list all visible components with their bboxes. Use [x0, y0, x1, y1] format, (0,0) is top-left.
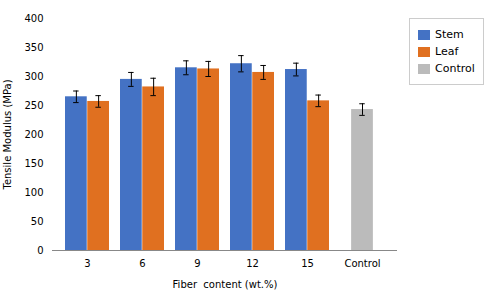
- svg-text:250: 250: [24, 100, 43, 111]
- svg-text:350: 350: [24, 42, 43, 53]
- svg-text:200: 200: [24, 129, 43, 140]
- svg-text:6: 6: [139, 258, 145, 269]
- svg-text:9: 9: [194, 258, 200, 269]
- svg-text:0: 0: [37, 245, 43, 256]
- svg-text:15: 15: [301, 258, 314, 269]
- svg-text:50: 50: [31, 216, 44, 227]
- svg-text:150: 150: [24, 158, 43, 169]
- svg-text:3: 3: [84, 258, 90, 269]
- svg-text:12: 12: [246, 258, 259, 269]
- svg-text:400: 400: [24, 13, 43, 24]
- html-text:Leaf: Leaf: [435, 45, 459, 58]
- html-text:Stem: Stem: [435, 28, 464, 41]
- svg-text:Fiber content (wt.%): Fiber content (wt.%): [173, 279, 278, 290]
- html-text:Control: Control: [435, 62, 475, 75]
- svg-text:Tensile Modulus (MPa): Tensile Modulus (MPa): [2, 79, 13, 190]
- svg-text:Control: Control: [344, 258, 380, 269]
- svg-text:300: 300: [24, 71, 43, 82]
- svg-text:100: 100: [24, 187, 43, 198]
